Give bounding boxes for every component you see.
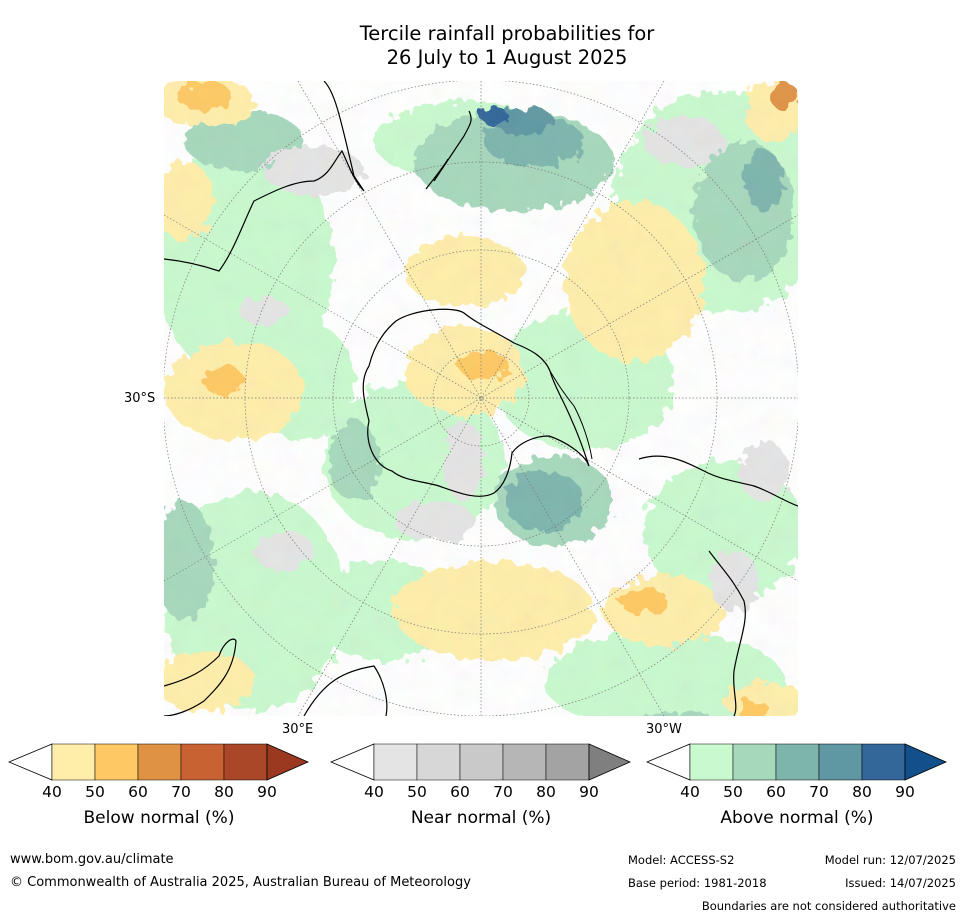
longitude-label-30w: 30°W (646, 722, 682, 737)
tick-label: 60 (450, 783, 470, 801)
tick-label: 90 (895, 783, 915, 801)
footer-model: Model: ACCESS-S2 (628, 853, 734, 867)
footer-base-period: Base period: 1981-2018 (628, 876, 767, 890)
longitude-label-30e: 30°E (282, 722, 313, 737)
tick-label: 80 (214, 783, 234, 801)
footer-disclaimer: Boundaries are not considered authoritat… (702, 899, 956, 913)
footer-model-run: Model run: 12/07/2025 (825, 853, 956, 867)
colorbar-above-normal (646, 743, 948, 781)
footer-issued: Issued: 14/07/2025 (845, 876, 956, 890)
polar-probability-map (164, 81, 798, 716)
colorbar-ticks-near: 40 50 60 70 80 90 (330, 783, 632, 803)
tick-label: 50 (407, 783, 427, 801)
tick-label: 60 (128, 783, 148, 801)
footer-url: www.bom.gov.au/climate (10, 852, 174, 867)
map-canvas (164, 81, 798, 716)
tick-label: 90 (579, 783, 599, 801)
colorbar-near-normal (330, 743, 632, 781)
tick-label: 50 (723, 783, 743, 801)
tick-label: 60 (766, 783, 786, 801)
map-title: Tercile rainfall probabilities for 26 Ju… (0, 22, 965, 70)
title-line-1: Tercile rainfall probabilities for (0, 22, 965, 46)
title-line-2: 26 July to 1 August 2025 (0, 46, 965, 70)
tick-label: 80 (852, 783, 872, 801)
tick-label: 90 (257, 783, 277, 801)
colorbar-label-below: Below normal (%) (8, 808, 310, 828)
tick-label: 70 (493, 783, 513, 801)
tick-label: 70 (809, 783, 829, 801)
colorbar-ticks-below: 40 50 60 70 80 90 (8, 783, 310, 803)
tick-label: 40 (680, 783, 700, 801)
colorbar-label-near: Near normal (%) (330, 808, 632, 828)
colorbar-label-above: Above normal (%) (646, 808, 948, 828)
tick-label: 70 (171, 783, 191, 801)
colorbar-below-normal (8, 743, 310, 781)
latitude-label-30s: 30°S (124, 391, 155, 406)
tick-label: 80 (536, 783, 556, 801)
tick-label: 50 (85, 783, 105, 801)
colorbar-ticks-above: 40 50 60 70 80 90 (646, 783, 948, 803)
footer-copyright: © Commonwealth of Australia 2025, Austra… (10, 875, 471, 890)
tick-label: 40 (364, 783, 384, 801)
tick-label: 40 (42, 783, 62, 801)
